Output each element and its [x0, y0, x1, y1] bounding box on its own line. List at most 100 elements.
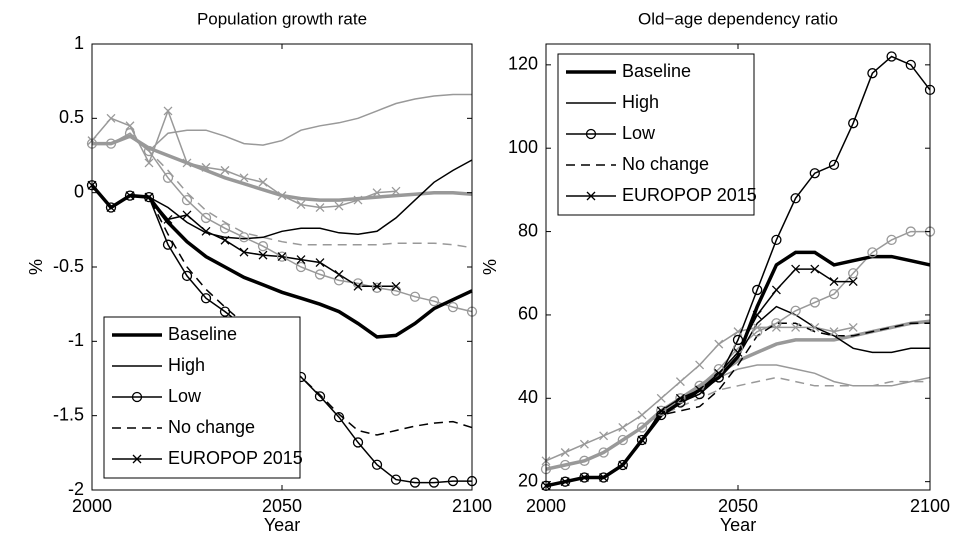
circle-marker [409, 477, 421, 488]
circle-marker [828, 159, 840, 171]
cross-marker [579, 473, 589, 482]
y-axis-label: % [26, 259, 46, 275]
cross-marker [220, 235, 230, 245]
cross-marker [586, 191, 596, 201]
circle-marker [848, 268, 859, 279]
legend-label: EUROPOP 2015 [622, 185, 757, 205]
circle-marker [598, 447, 609, 458]
cross-marker [810, 264, 820, 274]
x-tick-label: 2100 [910, 496, 950, 516]
legend-label: Baseline [622, 61, 691, 81]
cross-marker [599, 473, 609, 482]
cross-marker [637, 435, 647, 445]
circle-marker [352, 437, 364, 448]
cross-marker [182, 158, 192, 168]
circle-marker [886, 234, 897, 246]
cross-marker [391, 281, 401, 291]
cross-marker [599, 431, 609, 441]
circle-marker [143, 145, 155, 157]
y-tick-label: -0.5 [53, 256, 84, 276]
cross-marker [637, 410, 647, 420]
legend-label: High [168, 355, 205, 375]
circle-marker [886, 51, 897, 62]
circle-marker [333, 275, 345, 286]
cross-marker [239, 173, 249, 183]
circle-marker [428, 296, 440, 307]
circle-marker [143, 191, 155, 203]
circle-marker [124, 128, 136, 139]
circle-marker [828, 288, 840, 300]
circle-marker [790, 305, 801, 316]
y-tick-label: 100 [508, 137, 538, 157]
cross-marker [106, 203, 116, 212]
series-line [91, 184, 473, 436]
cross-marker [675, 393, 685, 403]
cross-marker [733, 327, 743, 337]
cross-marker [560, 448, 570, 457]
cross-marker [144, 192, 154, 202]
cross-marker [372, 188, 382, 198]
circle-marker [371, 459, 383, 470]
circle-marker [314, 269, 326, 280]
legend-label: No change [168, 417, 255, 437]
cross-marker [239, 247, 249, 257]
circle-marker [219, 306, 231, 317]
circle-marker [848, 118, 859, 129]
circle-marker [675, 393, 686, 404]
cross-marker [733, 347, 743, 357]
circle-marker [809, 297, 820, 308]
legend-label: Low [168, 386, 202, 406]
cross-marker [675, 377, 685, 387]
cross-marker [277, 252, 287, 262]
circle-marker [428, 477, 440, 488]
cross-marker [714, 368, 724, 378]
circle-marker [656, 405, 667, 416]
cross-marker [125, 121, 135, 131]
circle-marker [200, 212, 212, 224]
circle-marker [314, 391, 326, 402]
cross-marker [144, 158, 154, 168]
circle-marker [790, 193, 801, 204]
cross-marker [579, 439, 589, 449]
cross-marker [829, 277, 839, 287]
cross-marker [752, 322, 762, 332]
circle-marker [409, 291, 421, 302]
cross-marker [829, 327, 839, 337]
circle-marker [636, 422, 648, 433]
cross-marker [391, 186, 401, 196]
cross-marker [132, 454, 142, 464]
cross-marker [315, 203, 325, 212]
x-tick-label: 2050 [262, 496, 302, 516]
circle-marker [131, 391, 143, 403]
y-tick-label: 0.5 [59, 107, 84, 127]
cross-marker [560, 477, 570, 487]
circle-marker [162, 172, 174, 183]
circle-marker [598, 472, 609, 483]
cross-marker [334, 201, 344, 211]
cross-marker [656, 406, 666, 416]
x-tick-label: 2100 [452, 496, 492, 516]
circle-marker [219, 223, 231, 234]
cross-marker [848, 322, 858, 332]
circle-marker [752, 284, 763, 296]
circle-marker [200, 293, 212, 304]
circle-marker [636, 434, 648, 446]
y-tick-label: 120 [508, 54, 538, 74]
circle-marker [238, 232, 250, 243]
x-axis-label: Year [264, 515, 300, 535]
legend-label: Low [622, 123, 656, 143]
x-tick-label: 2000 [72, 496, 112, 516]
series-line [91, 159, 473, 240]
chart-title: Population growth rate [197, 9, 367, 28]
cross-marker [163, 106, 173, 116]
cross-marker [618, 460, 628, 470]
cross-marker [791, 264, 801, 274]
series-line [92, 135, 473, 249]
cross-marker [771, 322, 781, 332]
circle-marker [105, 138, 117, 149]
circle-marker [352, 278, 364, 289]
cross-marker [752, 310, 762, 320]
circle-marker [732, 334, 744, 346]
y-tick-label: 0 [74, 181, 84, 201]
circle-marker [579, 455, 590, 466]
